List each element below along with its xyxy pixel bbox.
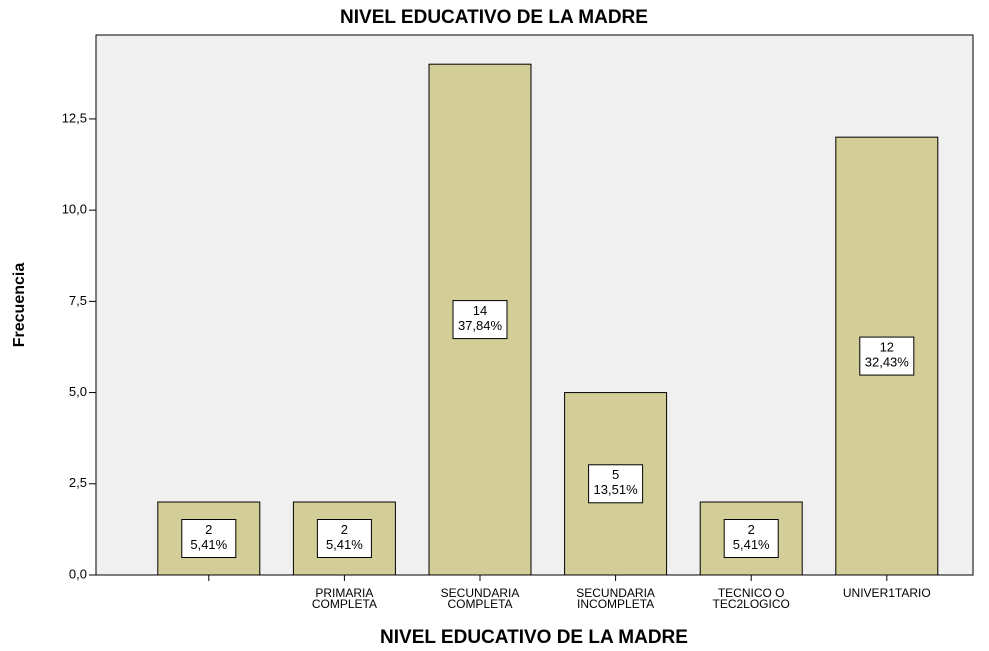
value-label: 2 [748, 522, 755, 537]
x-tick-label: PRIMARIA COMPLETA [311, 586, 377, 611]
value-label-box [723, 519, 779, 559]
value-label-box [181, 519, 237, 559]
value-label-box [859, 336, 915, 376]
y-axis-title: Frecuencia [11, 263, 28, 348]
chart-title: NIVEL EDUCATIVO DE LA MADRE [340, 7, 648, 28]
percent-label: 5,41% [733, 537, 770, 552]
y-tick-label: 7,5 [69, 293, 87, 308]
x-tick-label: TECNICO O TEC2LOGICO [712, 586, 790, 611]
plot-area [95, 34, 974, 576]
value-label: 2 [341, 522, 348, 537]
y-tick-label: 10,0 [62, 202, 87, 217]
x-tick-label: SECUNDARIA COMPLETA [440, 586, 520, 611]
value-label: 5 [612, 467, 619, 482]
value-label: 14 [473, 303, 487, 318]
x-tick-label: UNIVER1TARIO [842, 586, 931, 600]
value-label-box [588, 464, 644, 504]
percent-label: 5,41% [326, 537, 363, 552]
y-tick-label: 5,0 [69, 384, 87, 399]
y-tick-label: 0,0 [69, 566, 87, 581]
y-tick-label: 2,5 [69, 475, 87, 490]
y-tick-label: 12,5 [62, 110, 87, 125]
percent-label: 37,84% [458, 318, 503, 333]
value-label-box [316, 519, 372, 559]
percent-label: 13,51% [594, 482, 639, 497]
x-axis-title: NIVEL EDUCATIVO DE LA MADRE [380, 627, 688, 648]
percent-label: 32,43% [865, 355, 910, 370]
x-tick-label: SECUNDARIA INCOMPLETA [576, 586, 655, 611]
percent-label: 5,41% [190, 537, 227, 552]
value-label: 12 [880, 340, 894, 355]
value-label-box [452, 300, 508, 340]
value-label: 2 [205, 522, 212, 537]
